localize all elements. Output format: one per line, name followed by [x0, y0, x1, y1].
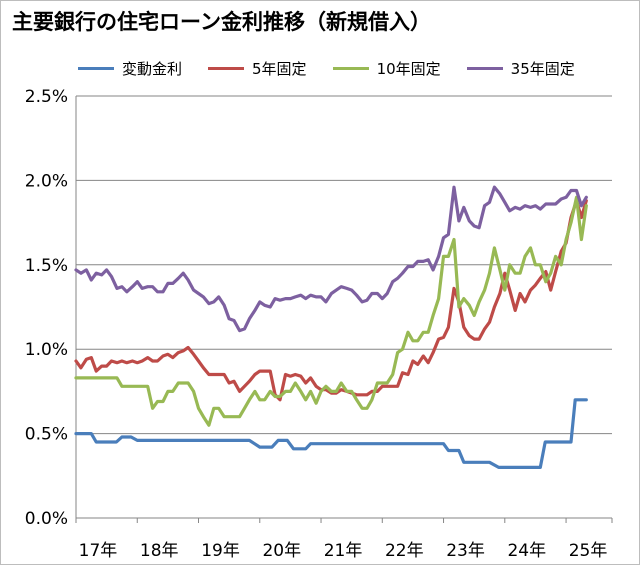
y-tick-label: 1.0%	[25, 340, 68, 360]
legend-label-3: 35年固定	[510, 60, 575, 78]
legend-label-1: 5年固定	[252, 60, 307, 78]
plot-area	[76, 96, 612, 518]
legend-swatch-2	[332, 67, 369, 70]
legend-swatch-3	[466, 67, 503, 70]
legend-item-0: 変動金利	[78, 58, 182, 79]
x-tick-label: 21年	[324, 541, 363, 561]
y-tick-label: 0.5%	[25, 425, 68, 445]
series-line-0	[74, 398, 588, 469]
legend-swatch-0	[78, 67, 114, 70]
legend-item-1: 5年固定	[208, 58, 307, 79]
series-line-1	[74, 199, 588, 402]
chart-title: 主要銀行の住宅ローン金利推移（新規借入）	[12, 10, 431, 34]
y-tick-label: 0.0%	[25, 509, 68, 529]
x-tick-label: 18年	[140, 541, 179, 561]
series-line-2	[74, 195, 588, 427]
x-tick-label: 25年	[569, 541, 608, 561]
legend-swatch-1	[208, 67, 245, 70]
series-line-3	[74, 185, 588, 333]
x-tick-label: 20年	[262, 541, 301, 561]
y-tick-label: 2.0%	[25, 171, 68, 191]
legend-item-3: 35年固定	[466, 58, 575, 79]
y-tick-label: 2.5%	[25, 87, 68, 107]
legend: 変動金利 5年固定 10年固定 35年固定	[78, 58, 575, 79]
x-tick-label: 17年	[79, 541, 118, 561]
y-tick-label: 1.5%	[25, 256, 68, 276]
legend-label-0: 変動金利	[122, 60, 183, 78]
legend-item-2: 10年固定	[332, 58, 441, 79]
x-tick-label: 19年	[201, 541, 240, 561]
x-tick-label: 22年	[385, 541, 424, 561]
x-tick-label: 23年	[446, 541, 485, 561]
legend-label-2: 10年固定	[376, 60, 441, 78]
x-tick-label: 24年	[507, 541, 546, 561]
